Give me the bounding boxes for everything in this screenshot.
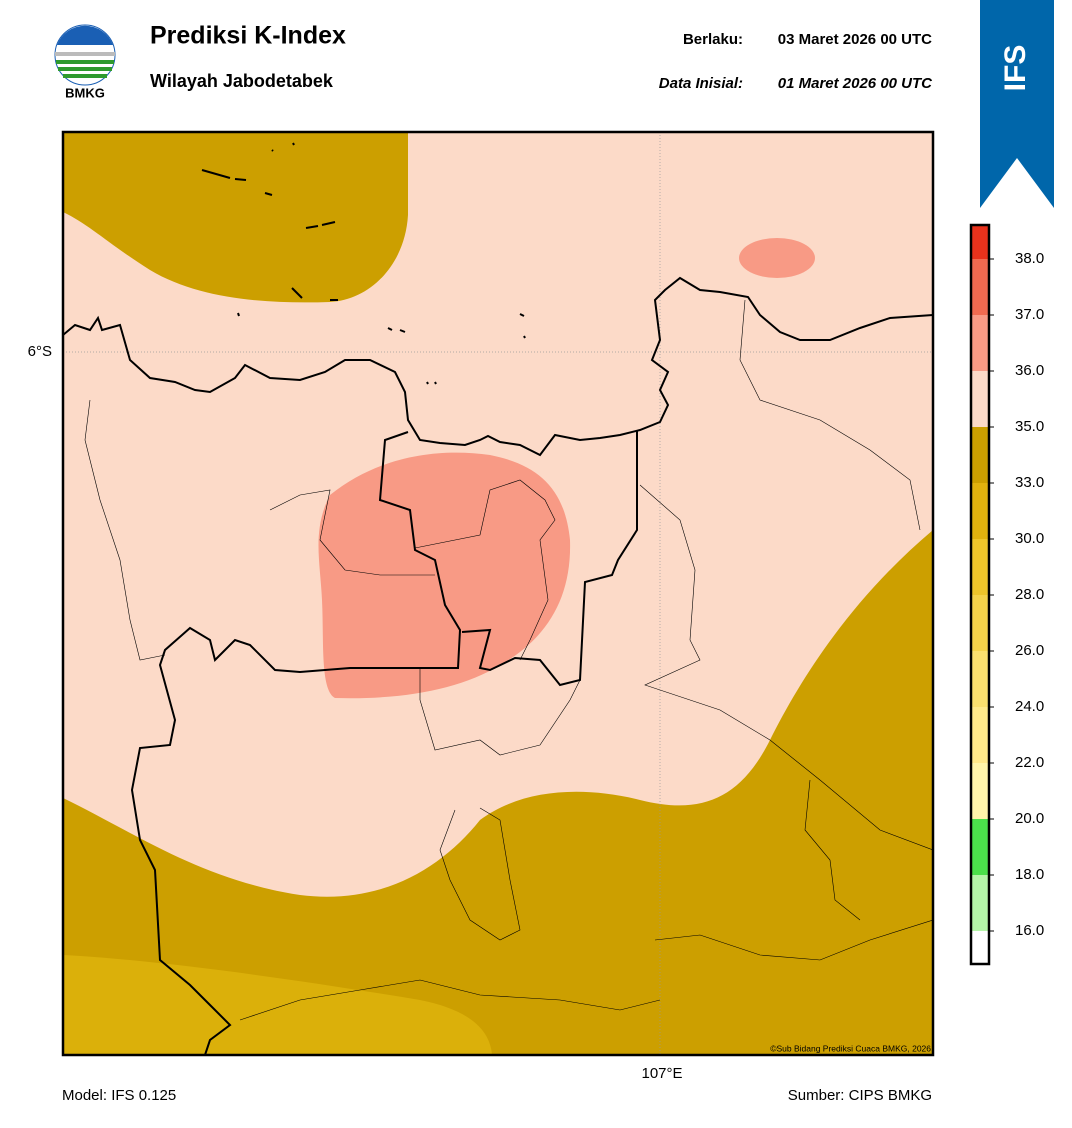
colorbar-segment [971,483,989,539]
colorbar-segment [971,875,989,931]
init-time: 01 Maret 2026 00 UTC [778,75,933,92]
colorbar-tick-label: 20.0 [1015,810,1044,827]
admin-border [419,668,581,756]
logo-text: BMKG [65,85,105,100]
province-border [130,431,462,1055]
admin-border [239,979,661,1021]
model-badge-text: IFS [999,45,1032,92]
admin-border [84,399,166,661]
title: Prediksi K-Index [150,22,346,50]
province-border [461,430,638,687]
colorbar-tick-label: 30.0 [1015,530,1044,547]
colorbar-segment [971,651,989,707]
field-30-33 [63,955,492,1055]
map [63,132,933,1055]
islands [201,142,526,385]
model-badge [980,0,1054,208]
field-33-35 [63,132,408,303]
colorbar-tick-label: 33.0 [1015,474,1044,491]
admin-border [639,484,933,851]
valid-time: 03 Maret 2026 00 UTC [778,31,932,48]
admin-border [804,779,861,921]
colorbar-tick-label: 16.0 [1015,922,1044,939]
lat-label: 6°S [28,343,52,360]
colorbar-segment [971,371,989,427]
colorbar-tick-label: 26.0 [1015,642,1044,659]
colorbar-tick-label: 18.0 [1015,866,1044,883]
colorbar-segment [971,259,989,315]
admin-border [439,807,521,941]
colorbar-tick-label: 22.0 [1015,754,1044,771]
colorbar-segment [971,595,989,651]
field-36-37 [318,452,571,699]
colorbar-segment [971,707,989,763]
colorbar-segment [971,931,989,964]
logo: BMKG [54,24,116,100]
init-label: Data Inisial: [659,75,743,92]
colorbar-segment [971,763,989,819]
field-36-37 [739,238,815,278]
subtitle: Wilayah Jabodetabek [150,71,334,91]
field-33-35 [63,530,933,1055]
footer-model: Model: IFS 0.125 [62,1087,176,1104]
colorbar-tick-label: 38.0 [1015,250,1044,267]
admin-border [654,919,933,961]
colorbar-tick-label: 28.0 [1015,586,1044,603]
admin-border [739,299,921,531]
credit: ©Sub Bidang Prediksi Cuaca BMKG, 2026 [770,1043,931,1053]
coastline [63,276,933,457]
colorbar-segment [971,315,989,371]
colorbar-segment [971,539,989,595]
lon-label: 107°E [641,1065,682,1082]
valid-label: Berlaku: [683,31,743,48]
colorbar-segment [971,819,989,875]
colorbar-segment [971,427,989,483]
colorbar-tick-label: 36.0 [1015,362,1044,379]
admin-border [414,479,556,661]
footer-source: Sumber: CIPS BMKG [788,1087,932,1104]
map-frame [61,130,935,1057]
colorbar-tick-label: 24.0 [1015,698,1044,715]
colorbar-tick-label: 37.0 [1015,306,1044,323]
admin-border [269,489,435,576]
colorbar-segment [971,225,989,259]
colorbar-tick-label: 35.0 [1015,418,1044,435]
colorbar: 16.0 18.0 20.0 22.0 24.0 26.0 28.0 30.0 33.0 35.0… [969,223,1044,966]
